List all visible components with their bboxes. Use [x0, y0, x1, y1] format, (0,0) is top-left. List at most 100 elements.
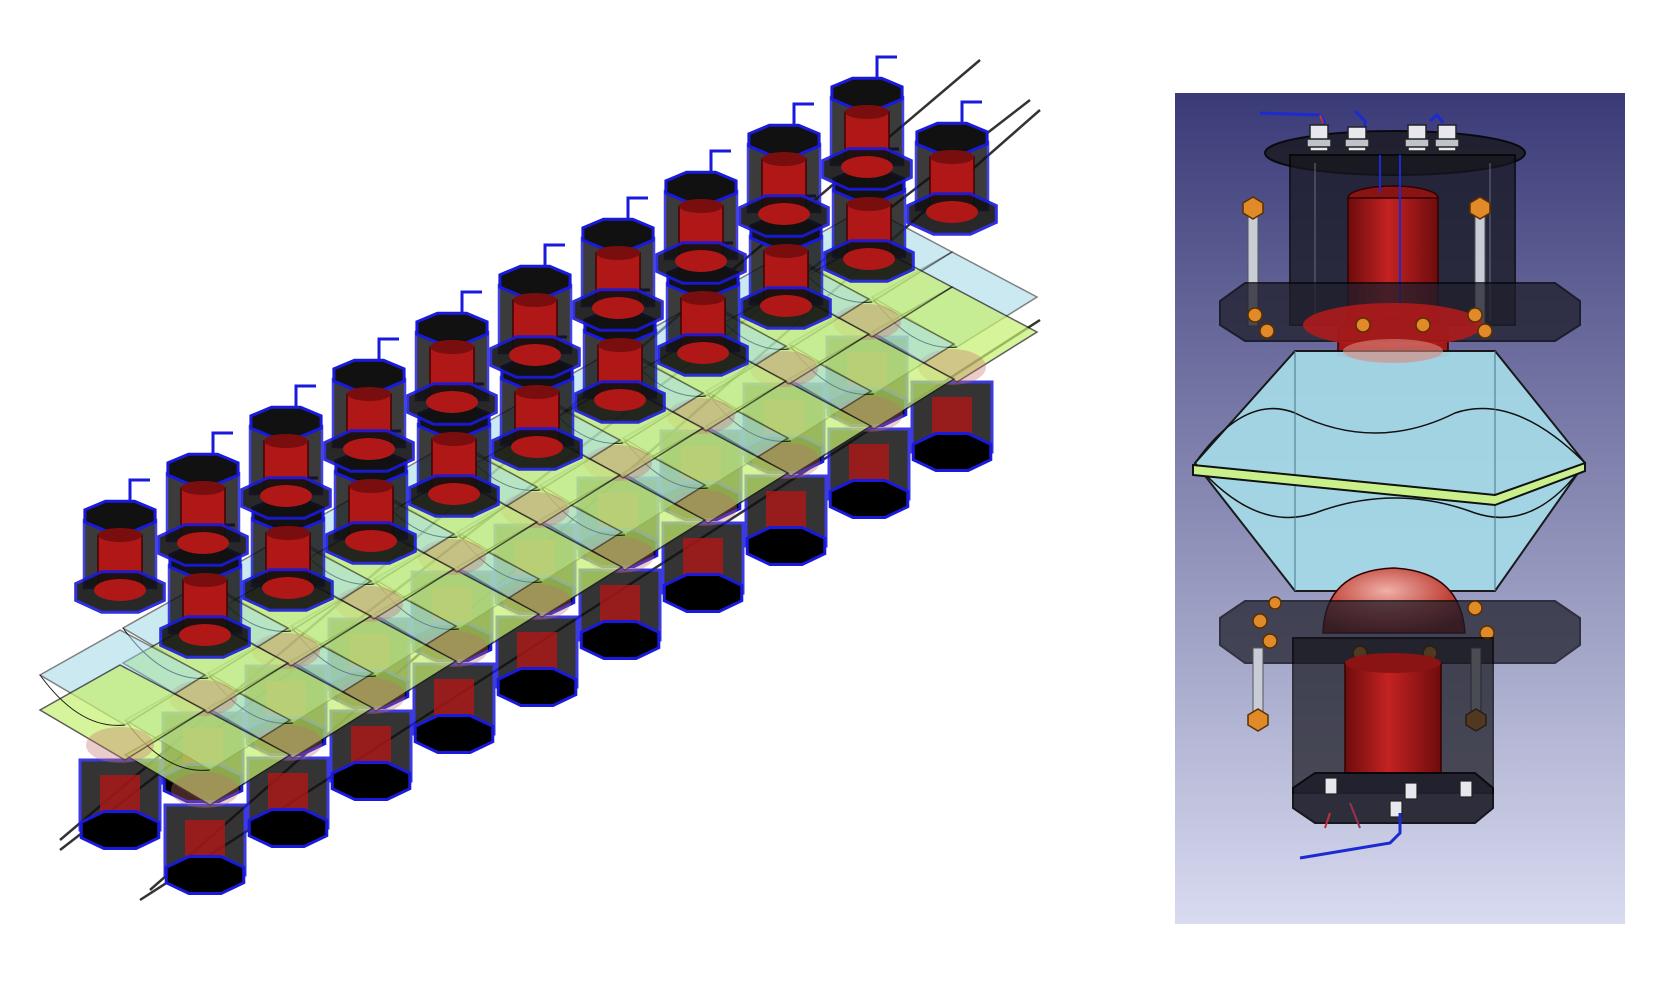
upper-module-cable [792, 102, 814, 124]
upper-module-top-cap [747, 123, 821, 157]
light-guide [1193, 339, 1587, 592]
upper-module-pmt-top [681, 291, 725, 305]
upper-module-pmt-base [677, 342, 729, 364]
lower-module [827, 427, 911, 519]
upper-module-pmt-base [94, 579, 146, 601]
upper-module-cable [460, 290, 482, 312]
lower-module [163, 803, 247, 895]
upper-module-pmt-top [349, 479, 393, 493]
lower-module [329, 709, 413, 801]
lower-module-pmt [268, 773, 308, 813]
lower-module [578, 568, 662, 660]
upper-module [738, 102, 830, 238]
upper-module-top-cap [249, 405, 323, 439]
lower-module-pmt [185, 820, 225, 860]
module-array-isometric-view [38, 55, 1041, 902]
upper-module-pmt-top [432, 432, 476, 446]
upper-module-pmt-top [930, 150, 974, 164]
upper-module-cable [377, 337, 399, 359]
lower-module-pmt [683, 538, 723, 578]
upper-module-pmt-base [345, 530, 397, 552]
upper-module-pmt-base [426, 391, 478, 413]
lower-module-cap [413, 714, 495, 754]
upper-module-pmt-top [764, 244, 808, 258]
upper-module [489, 243, 581, 379]
upper-module-pmt-base [343, 438, 395, 460]
lower-module-pmt [434, 679, 474, 719]
upper-module [406, 290, 498, 426]
upper-module-top-cap [830, 76, 904, 110]
upper-module-pmt-top [266, 526, 310, 540]
upper-module-pmt-base [592, 297, 644, 319]
upper-module-pmt-top [847, 197, 891, 211]
lower-module-pmt [100, 775, 140, 815]
upper-module-pmt-top [596, 246, 640, 260]
upper-module [491, 335, 583, 471]
upper-module-pmt-top [183, 573, 227, 587]
upper-module-cable [211, 431, 233, 453]
bottom-cables [1299, 802, 1402, 860]
upper-module [323, 337, 415, 473]
upper-module-pmt-base [177, 532, 229, 554]
lower-module-cap [662, 573, 744, 613]
light-guide-dome-shadow [171, 772, 239, 808]
upper-module [157, 431, 249, 567]
lower-module-cap [164, 855, 246, 895]
lower-module-cap [579, 620, 661, 660]
upper-module [740, 194, 832, 330]
upper-module-pmt-top [264, 434, 308, 448]
single-module-detail-view [1175, 93, 1625, 924]
lower-module-pmt [351, 726, 391, 766]
upper-module-top-cap [915, 121, 989, 155]
lower-module-cap [247, 808, 329, 848]
lower-module-pmt [517, 632, 557, 672]
upper-module-cable [543, 243, 565, 265]
upper-module-pmt-base [760, 295, 812, 317]
upper-module-pmt-base [758, 203, 810, 225]
upper-module-pmt-base [428, 483, 480, 505]
upper-module-pmt-top [347, 387, 391, 401]
upper-module-cable [709, 149, 731, 171]
lower-module-pmt [600, 585, 640, 625]
upper-module-top-cap [166, 452, 240, 486]
upper-module-pmt-top [513, 293, 557, 307]
lower-module-pmt [766, 491, 806, 531]
upper-module [240, 384, 332, 520]
upper-module-pmt-base [511, 436, 563, 458]
upper-module-pmt-base [926, 201, 978, 223]
upper-module-top-cap [581, 217, 655, 251]
lower-module-cap [496, 667, 578, 707]
bottom-cap [1292, 772, 1494, 824]
upper-module-top-cap [415, 311, 489, 345]
upper-module-pmt-top [598, 338, 642, 352]
upper-module-cable [294, 384, 316, 406]
upper-module-top-cap [498, 264, 572, 298]
lower-module-cap [745, 526, 827, 566]
upper-module [823, 147, 915, 283]
upper-module [574, 288, 666, 424]
lower-module-cap [911, 432, 993, 472]
lower-module-pmt [932, 397, 972, 437]
upper-tie-rods [1242, 196, 1491, 327]
top-connectors [1306, 124, 1460, 152]
upper-module-pmt-base [675, 250, 727, 272]
upper-module-top-cap [83, 499, 157, 533]
upper-module-pmt-top [762, 152, 806, 166]
upper-module-pmt-base [843, 248, 895, 270]
upper-module-pmt-top [98, 528, 142, 542]
lower-module-cap [828, 479, 910, 519]
lower-module [910, 380, 994, 472]
scintillator-plate [1192, 461, 1586, 507]
upper-module-pmt-base [841, 156, 893, 178]
upper-module-cable [960, 100, 982, 122]
light-guide-curve [39, 674, 126, 726]
upper-module-pmt-top [679, 199, 723, 213]
upper-module-pmt-base [179, 624, 231, 646]
upper-module [906, 100, 998, 236]
lower-housing [1292, 637, 1494, 794]
lower-module-cap [79, 810, 161, 850]
upper-module [74, 478, 166, 614]
lower-module [78, 758, 162, 850]
upper-module-pmt-top [430, 340, 474, 354]
lower-module-cap [330, 761, 412, 801]
